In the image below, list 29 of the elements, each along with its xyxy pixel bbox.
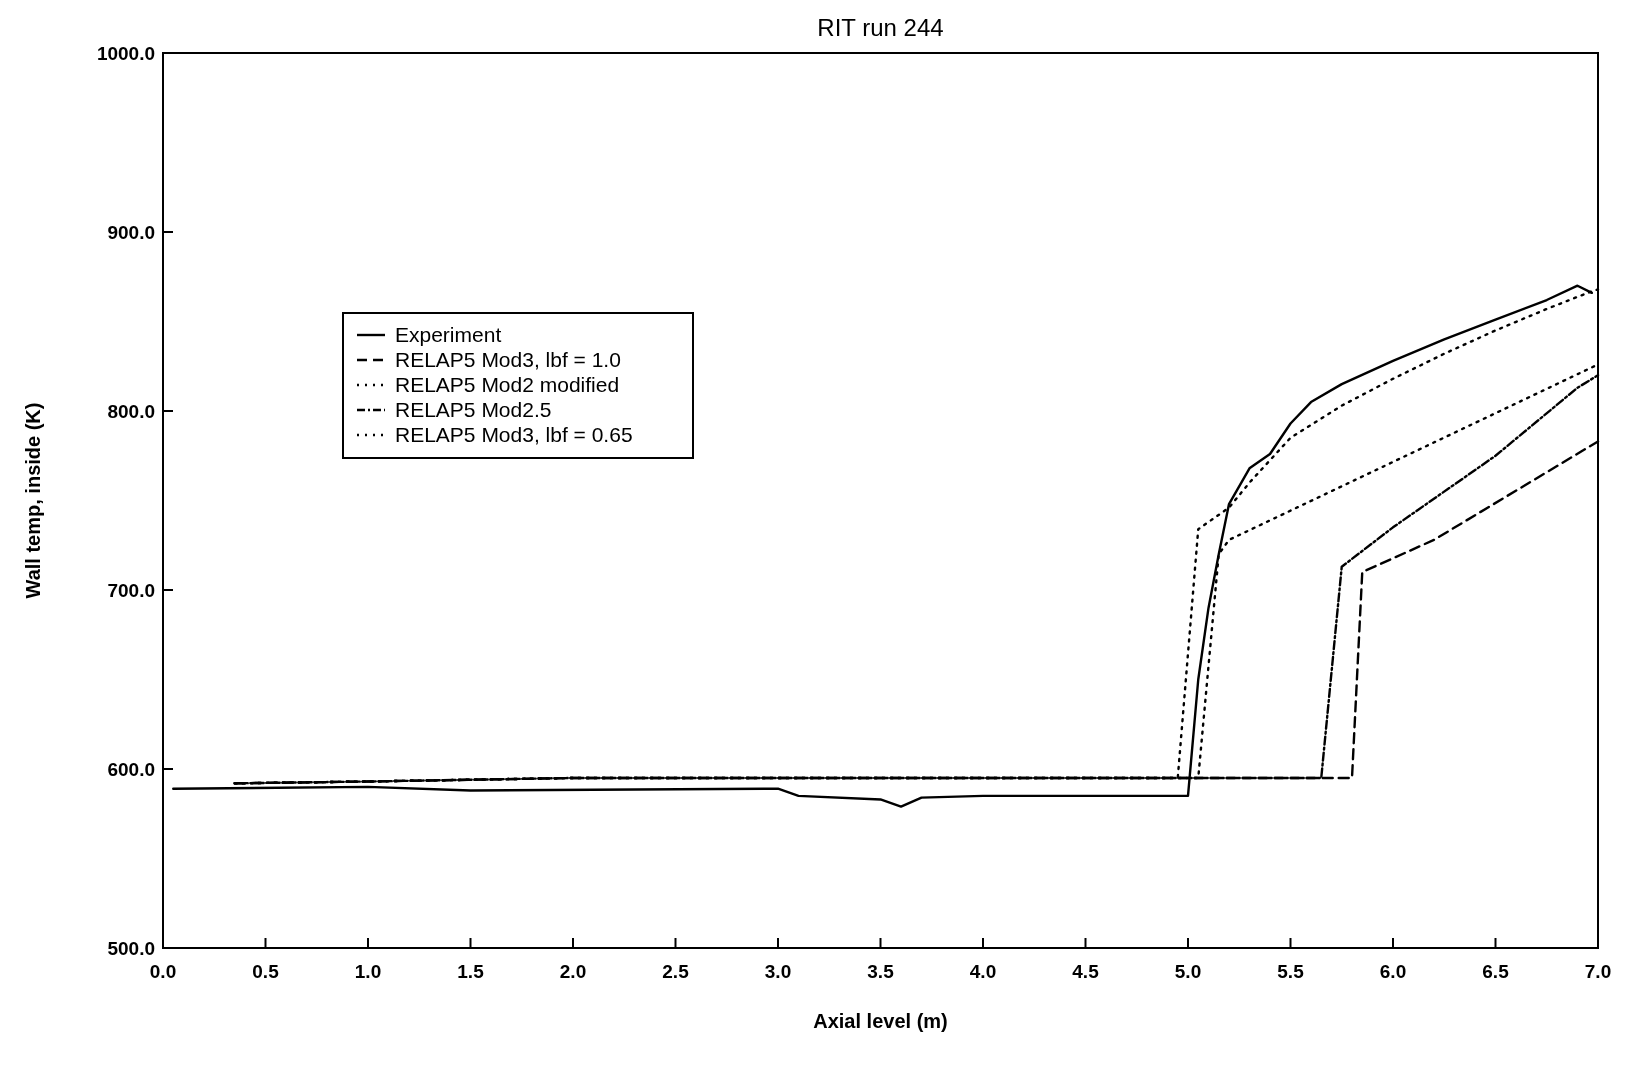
x-tick-label: 3.0 [764,961,792,982]
x-tick-label: 5.0 [1174,961,1202,982]
x-tick-label: 3.5 [867,961,895,982]
legend-label: RELAP5 Mod3, lbf = 0.65 [395,423,633,446]
x-tick-label: 4.0 [969,961,997,982]
y-tick-label: 700.0 [107,580,155,601]
x-tick-label: 5.5 [1277,961,1305,982]
y-tick-label: 800.0 [107,401,155,422]
y-axis-title: Wall temp, inside (K) [22,402,44,599]
legend-label: Experiment [395,323,502,346]
x-tick-label: 2.0 [559,961,587,982]
legend-label: RELAP5 Mod3, lbf = 1.0 [395,348,621,371]
y-tick-label: 600.0 [107,759,155,780]
x-tick-label: 4.5 [1072,961,1100,982]
legend-label: RELAP5 Mod2 modified [395,373,620,396]
x-tick-label: 1.5 [457,961,485,982]
legend-label: RELAP5 Mod2.5 [395,398,552,421]
chart-title: RIT run 244 [817,14,944,41]
x-axis-title: Axial level (m) [813,1010,948,1032]
x-tick-label: 1.0 [354,961,382,982]
x-tick-label: 0.0 [149,961,177,982]
x-tick-label: 2.5 [662,961,690,982]
y-tick-label: 1000.0 [96,43,155,64]
x-tick-label: 0.5 [252,961,280,982]
x-tick-label: 6.0 [1379,961,1407,982]
y-tick-label: 900.0 [107,222,155,243]
x-tick-label: 6.5 [1482,961,1510,982]
x-tick-label: 7.0 [1584,961,1612,982]
y-tick-label: 500.0 [107,938,155,959]
